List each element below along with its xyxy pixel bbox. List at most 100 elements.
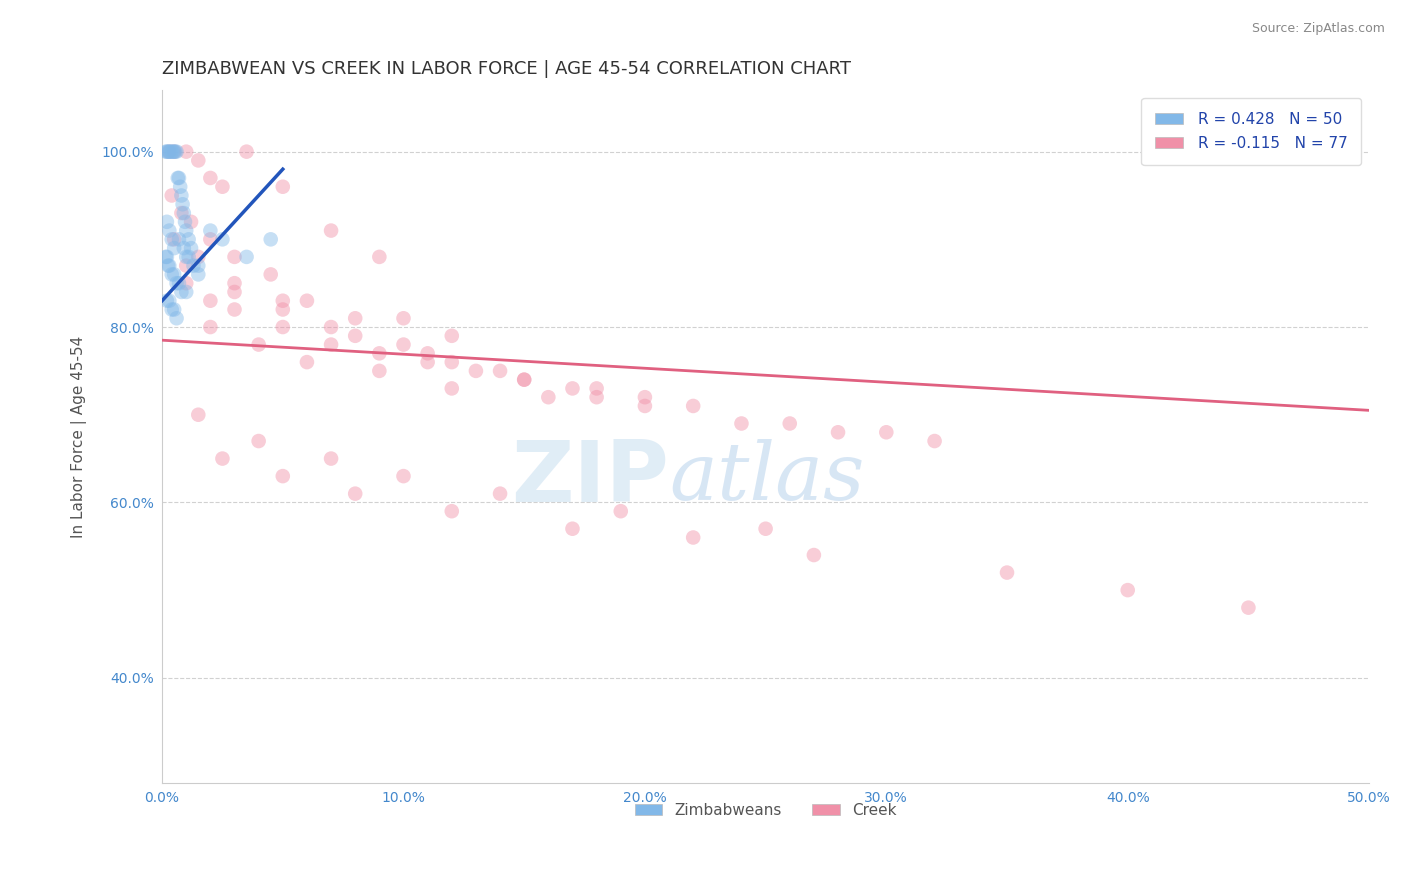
Point bbox=[344, 328, 367, 343]
Point bbox=[157, 223, 180, 237]
Point bbox=[157, 293, 180, 308]
Point bbox=[875, 425, 897, 440]
Point bbox=[180, 241, 202, 255]
Point bbox=[157, 145, 180, 159]
Point bbox=[187, 153, 209, 168]
Point bbox=[163, 232, 186, 246]
Legend: Zimbabweans, Creek: Zimbabweans, Creek bbox=[628, 797, 903, 824]
Point bbox=[271, 293, 294, 308]
Point bbox=[344, 311, 367, 326]
Point bbox=[174, 285, 197, 299]
Point bbox=[224, 302, 246, 317]
Point bbox=[174, 145, 197, 159]
Point bbox=[755, 522, 778, 536]
Point bbox=[169, 179, 191, 194]
Point bbox=[779, 417, 801, 431]
Point bbox=[174, 223, 197, 237]
Point bbox=[513, 373, 536, 387]
Point bbox=[177, 232, 200, 246]
Point bbox=[224, 285, 246, 299]
Point bbox=[803, 548, 825, 562]
Point bbox=[682, 399, 704, 413]
Point bbox=[200, 223, 222, 237]
Point bbox=[174, 259, 197, 273]
Point bbox=[160, 268, 183, 282]
Point bbox=[344, 486, 367, 500]
Point bbox=[440, 504, 463, 518]
Point bbox=[167, 232, 190, 246]
Point bbox=[160, 232, 183, 246]
Point bbox=[183, 259, 205, 273]
Text: atlas: atlas bbox=[669, 440, 865, 517]
Point bbox=[157, 145, 180, 159]
Point bbox=[440, 328, 463, 343]
Point bbox=[368, 346, 391, 360]
Point bbox=[682, 531, 704, 545]
Point bbox=[173, 241, 195, 255]
Point bbox=[271, 302, 294, 317]
Point bbox=[163, 268, 186, 282]
Text: ZIMBABWEAN VS CREEK IN LABOR FORCE | AGE 45-54 CORRELATION CHART: ZIMBABWEAN VS CREEK IN LABOR FORCE | AGE… bbox=[162, 60, 851, 78]
Y-axis label: In Labor Force | Age 45-54: In Labor Force | Age 45-54 bbox=[72, 335, 87, 538]
Point bbox=[634, 399, 657, 413]
Point bbox=[392, 469, 415, 483]
Point bbox=[200, 171, 222, 186]
Point bbox=[319, 320, 342, 334]
Point bbox=[295, 355, 318, 369]
Point bbox=[187, 259, 209, 273]
Point bbox=[200, 320, 222, 334]
Point bbox=[157, 145, 180, 159]
Point bbox=[163, 145, 186, 159]
Point bbox=[271, 469, 294, 483]
Point bbox=[165, 145, 187, 159]
Point bbox=[260, 232, 283, 246]
Point bbox=[730, 417, 752, 431]
Point bbox=[634, 390, 657, 404]
Point bbox=[561, 522, 583, 536]
Point bbox=[319, 337, 342, 351]
Point bbox=[416, 355, 439, 369]
Point bbox=[174, 276, 197, 290]
Point bbox=[174, 250, 197, 264]
Point bbox=[187, 250, 209, 264]
Point bbox=[211, 179, 233, 194]
Point bbox=[247, 434, 270, 448]
Point bbox=[162, 145, 184, 159]
Point bbox=[271, 320, 294, 334]
Point bbox=[163, 145, 186, 159]
Point bbox=[537, 390, 560, 404]
Point bbox=[224, 250, 246, 264]
Point bbox=[163, 302, 186, 317]
Point bbox=[827, 425, 849, 440]
Point bbox=[156, 250, 179, 264]
Point bbox=[392, 311, 415, 326]
Point bbox=[157, 259, 180, 273]
Point bbox=[166, 276, 188, 290]
Point bbox=[170, 206, 193, 220]
Point bbox=[247, 337, 270, 351]
Point bbox=[170, 285, 193, 299]
Point bbox=[187, 408, 209, 422]
Point bbox=[156, 145, 179, 159]
Point bbox=[260, 268, 283, 282]
Point bbox=[440, 355, 463, 369]
Point bbox=[167, 276, 190, 290]
Point bbox=[440, 381, 463, 395]
Point bbox=[610, 504, 633, 518]
Point bbox=[174, 215, 197, 229]
Point bbox=[159, 145, 181, 159]
Point bbox=[489, 364, 512, 378]
Point bbox=[200, 293, 222, 308]
Point bbox=[585, 381, 607, 395]
Point bbox=[464, 364, 486, 378]
Point bbox=[166, 311, 188, 326]
Point bbox=[271, 179, 294, 194]
Text: ZIP: ZIP bbox=[512, 437, 669, 520]
Point bbox=[368, 250, 391, 264]
Point bbox=[489, 486, 512, 500]
Point bbox=[160, 145, 183, 159]
Point bbox=[1237, 600, 1260, 615]
Point bbox=[585, 390, 607, 404]
Point bbox=[319, 223, 342, 237]
Point bbox=[211, 451, 233, 466]
